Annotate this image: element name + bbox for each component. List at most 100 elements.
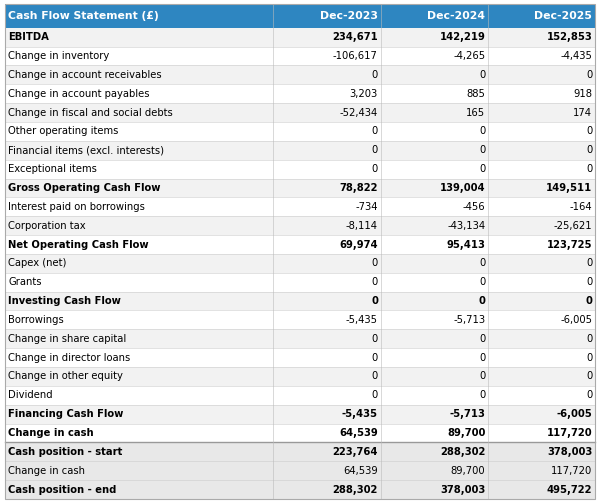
Text: Cash Flow Statement (£): Cash Flow Statement (£) xyxy=(8,11,159,21)
Text: Capex (net): Capex (net) xyxy=(8,259,67,269)
Text: 174: 174 xyxy=(573,108,592,118)
Text: Change in account receivables: Change in account receivables xyxy=(8,70,162,80)
Text: 139,004: 139,004 xyxy=(440,183,485,193)
Text: 288,302: 288,302 xyxy=(332,484,378,494)
Bar xyxy=(5,386,595,405)
Text: Change in other equity: Change in other equity xyxy=(8,371,123,381)
Bar xyxy=(5,160,595,179)
Text: Dec-2024: Dec-2024 xyxy=(427,11,485,21)
Text: 0: 0 xyxy=(586,259,592,269)
Text: Change in account payables: Change in account payables xyxy=(8,89,150,99)
Text: 3,203: 3,203 xyxy=(350,89,378,99)
Text: -4,435: -4,435 xyxy=(560,51,592,61)
Text: 918: 918 xyxy=(573,89,592,99)
Text: Change in inventory: Change in inventory xyxy=(8,51,110,61)
Text: 0: 0 xyxy=(586,371,592,381)
Text: 495,722: 495,722 xyxy=(547,484,592,494)
Text: Change in cash: Change in cash xyxy=(8,466,85,476)
Text: -6,005: -6,005 xyxy=(556,409,592,419)
Text: 0: 0 xyxy=(371,145,378,155)
Text: 64,539: 64,539 xyxy=(339,428,378,438)
Text: 0: 0 xyxy=(371,259,378,269)
Text: 152,853: 152,853 xyxy=(547,32,592,42)
Text: 0: 0 xyxy=(371,164,378,174)
Text: -734: -734 xyxy=(355,202,378,212)
Bar xyxy=(5,65,595,85)
Bar xyxy=(5,216,595,235)
Text: 0: 0 xyxy=(586,70,592,80)
Text: Financing Cash Flow: Financing Cash Flow xyxy=(8,409,124,419)
Text: -164: -164 xyxy=(569,202,592,212)
Text: Financial items (excl. interests): Financial items (excl. interests) xyxy=(8,145,164,155)
Text: 117,720: 117,720 xyxy=(547,428,592,438)
Text: 0: 0 xyxy=(586,164,592,174)
Text: Change in fiscal and social debts: Change in fiscal and social debts xyxy=(8,108,173,118)
Text: 0: 0 xyxy=(371,70,378,80)
Text: Change in share capital: Change in share capital xyxy=(8,334,127,344)
Text: -4,265: -4,265 xyxy=(453,51,485,61)
Text: -106,617: -106,617 xyxy=(333,51,378,61)
Text: Cash position - start: Cash position - start xyxy=(8,447,123,457)
Text: 0: 0 xyxy=(371,390,378,400)
Text: 885: 885 xyxy=(466,89,485,99)
Bar xyxy=(5,254,595,273)
Text: 0: 0 xyxy=(586,145,592,155)
Text: -52,434: -52,434 xyxy=(340,108,378,118)
Bar xyxy=(5,179,595,197)
Text: 0: 0 xyxy=(478,296,485,306)
Text: 0: 0 xyxy=(479,126,485,136)
Text: Exceptional items: Exceptional items xyxy=(8,164,97,174)
Text: Corporation tax: Corporation tax xyxy=(8,221,86,231)
Text: -456: -456 xyxy=(463,202,485,212)
Bar xyxy=(5,85,595,103)
Text: 0: 0 xyxy=(479,334,485,344)
Text: 378,003: 378,003 xyxy=(440,484,485,494)
Text: 0: 0 xyxy=(479,277,485,287)
Text: Change in director loans: Change in director loans xyxy=(8,353,131,363)
Text: Change in cash: Change in cash xyxy=(8,428,94,438)
Text: 64,539: 64,539 xyxy=(343,466,378,476)
Text: -5,435: -5,435 xyxy=(346,315,378,325)
Text: 0: 0 xyxy=(479,390,485,400)
Text: -25,621: -25,621 xyxy=(554,221,592,231)
Text: 0: 0 xyxy=(586,126,592,136)
Text: 0: 0 xyxy=(479,353,485,363)
Text: Net Operating Cash Flow: Net Operating Cash Flow xyxy=(8,239,149,249)
Text: 0: 0 xyxy=(586,353,592,363)
Bar xyxy=(5,141,595,160)
Text: 165: 165 xyxy=(466,108,485,118)
Text: -43,134: -43,134 xyxy=(447,221,485,231)
Bar xyxy=(5,273,595,292)
Text: 149,511: 149,511 xyxy=(546,183,592,193)
Text: 223,764: 223,764 xyxy=(332,447,378,457)
Text: Grants: Grants xyxy=(8,277,42,287)
Text: EBITDA: EBITDA xyxy=(8,32,49,42)
Bar xyxy=(5,122,595,141)
Bar xyxy=(5,28,595,47)
Text: 378,003: 378,003 xyxy=(547,447,592,457)
Text: 0: 0 xyxy=(371,126,378,136)
Text: 234,671: 234,671 xyxy=(332,32,378,42)
Bar xyxy=(5,4,595,28)
Text: 0: 0 xyxy=(586,277,592,287)
Text: 0: 0 xyxy=(586,334,592,344)
Bar xyxy=(5,103,595,122)
Bar xyxy=(5,235,595,254)
Text: -5,435: -5,435 xyxy=(342,409,378,419)
Text: 69,974: 69,974 xyxy=(339,239,378,249)
Text: 0: 0 xyxy=(371,353,378,363)
Text: Dec-2023: Dec-2023 xyxy=(320,11,378,21)
Text: 95,413: 95,413 xyxy=(446,239,485,249)
Bar xyxy=(5,47,595,65)
Bar xyxy=(5,443,595,461)
Text: 89,700: 89,700 xyxy=(451,466,485,476)
Text: 89,700: 89,700 xyxy=(447,428,485,438)
Text: 0: 0 xyxy=(371,334,378,344)
Text: 0: 0 xyxy=(479,164,485,174)
Text: 0: 0 xyxy=(479,145,485,155)
Text: 0: 0 xyxy=(371,277,378,287)
Text: 0: 0 xyxy=(371,296,378,306)
Text: -5,713: -5,713 xyxy=(453,315,485,325)
Text: Borrowings: Borrowings xyxy=(8,315,64,325)
Bar xyxy=(5,367,595,386)
